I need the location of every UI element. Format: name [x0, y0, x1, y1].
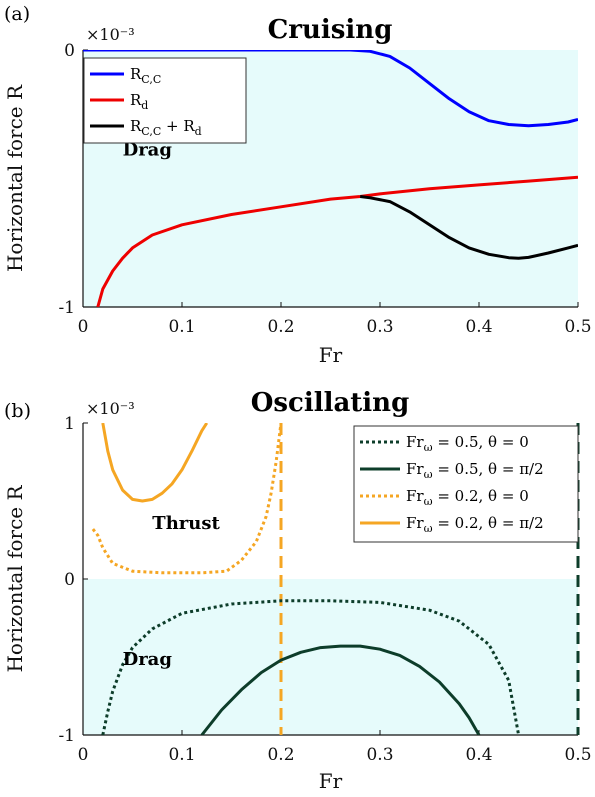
panel-b-x-tick-label: 0.4 [465, 745, 492, 765]
panel-a-series-2-line [360, 195, 578, 260]
panel-b-x-tick-label: 0.2 [267, 745, 294, 765]
panel-b-y-exponent-label: ×10⁻³ [86, 399, 135, 418]
panel-b-legend: Frω = 0.5, θ = 0 Frω = 0.5, θ = π/2 Frω = … [353, 425, 579, 543]
panel-b-y-axis-label: Horizontal force R [3, 485, 27, 673]
panel-a-legend-entry-1-text: Rd [130, 91, 148, 112]
panel-b-legend-entry-1-text: Frω = 0.5, θ = π/2 [406, 460, 544, 481]
panel-a-cruising-chart: 0 0.1 0.2 0.3 0.4 0.5-10×10⁻³ Cruising(a)FrHor… [3, 3, 592, 367]
panel-a-x-tick-label: 0.1 [168, 317, 195, 337]
panel-b-x-tick-label: 0 [78, 745, 89, 765]
panel-a-legend: RC,C Rd RC,C + Rd [83, 57, 247, 144]
panel-a-x-axis-label: Fr [319, 343, 343, 367]
panel-a-legend-entry-2-text: RC,C + Rd [130, 117, 202, 138]
panel-b-legend-entry-0-text: Frω = 0.5, θ = 0 [406, 433, 529, 454]
panel-a-y-tick-label: -1 [58, 298, 75, 318]
panel-b-x-tick-label: 0.3 [366, 745, 393, 765]
panel-a-y-tick-label: 0 [64, 41, 75, 61]
panel-b-y-tick-label: -1 [58, 726, 75, 746]
panel-a-legend-entry-0-text: RC,C [130, 65, 161, 86]
panel-b-series-2-line [91, 423, 283, 575]
panel-a-series-0-line [83, 50, 578, 128]
panel-a-title: Cruising [268, 15, 393, 45]
panel-b-oscillating-chart: 0 0.1 0.2 0.3 0.4 0.5-101×10⁻³ Oscillating(b)F… [3, 388, 592, 793]
panel-a-x-tick-label: 0.4 [465, 317, 492, 337]
panel-a-x-tick-label: 0.5 [564, 317, 591, 337]
panel-b-series-0-line [101, 599, 521, 735]
panel-a-x-tick-label: 0.3 [366, 317, 393, 337]
panel-b-region-label-thrust: Thrust [152, 513, 220, 534]
panel-b-y-tick-label: 1 [64, 414, 75, 434]
panel-b-region-label-drag: Drag [123, 649, 173, 670]
panel-b-series-1-line [200, 644, 481, 735]
panel-a-x-tick-label: 0.2 [267, 317, 294, 337]
panel-b-legend-entry-3-text: Frω = 0.2, θ = π/2 [406, 514, 544, 535]
panel-b-x-tick-label: 0.1 [168, 745, 195, 765]
panel-b-title: Oscillating [251, 388, 410, 418]
panel-a-panel-label: (a) [4, 3, 30, 25]
panel-a-x-tick-label: 0 [78, 317, 89, 337]
panel-a-y-axis-label: Horizontal force R [3, 84, 27, 272]
panel-a-series-1-line [96, 175, 578, 307]
panel-b-panel-label: (b) [4, 400, 31, 422]
panel-b-x-tick-label: 0.5 [564, 745, 591, 765]
panel-a-y-exponent-label: ×10⁻³ [86, 25, 135, 44]
panel-b-x-axis-label: Fr [319, 769, 343, 793]
panel-a-region-label-drag: Drag [123, 139, 173, 160]
panel-b-y-tick-label: 0 [64, 570, 75, 590]
panel-b-series-3-line [101, 423, 209, 503]
panel-b-legend-entry-2-text: Frω = 0.2, θ = 0 [406, 487, 529, 508]
